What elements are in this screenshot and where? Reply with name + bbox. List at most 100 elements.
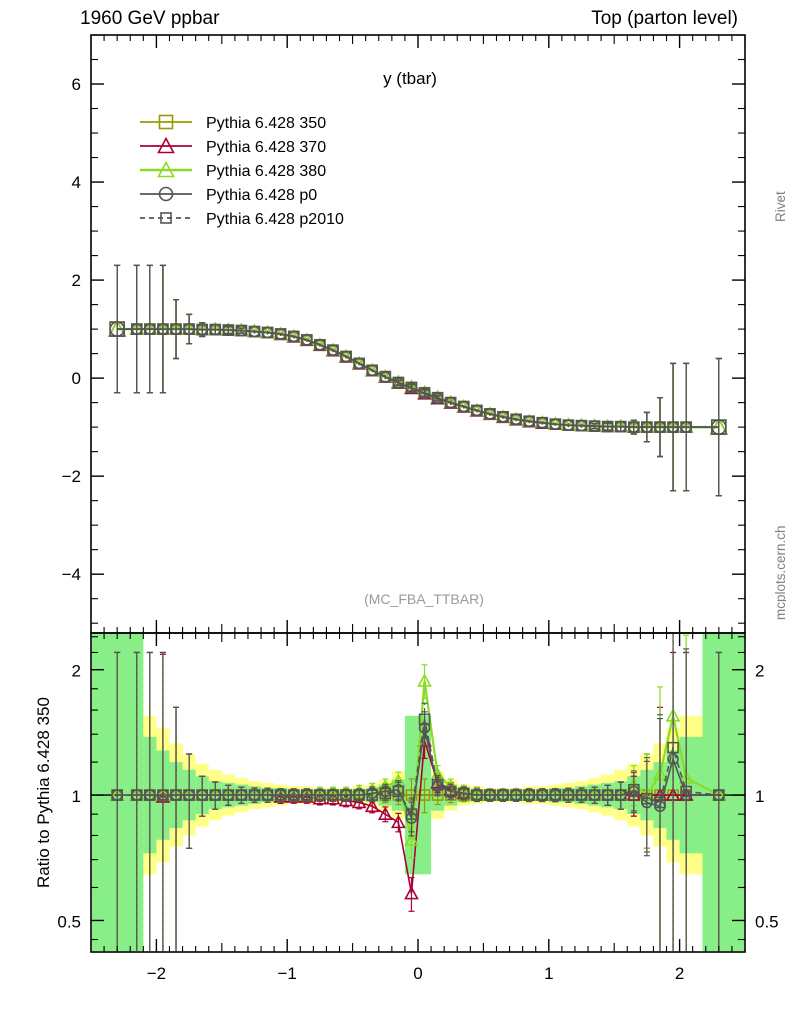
main-y-tick-label: 6 xyxy=(72,75,81,94)
data-marker xyxy=(484,789,496,801)
main-series-4 xyxy=(109,264,727,497)
data-marker xyxy=(523,789,535,801)
data-marker xyxy=(379,787,392,800)
data-marker xyxy=(405,381,418,394)
data-marker xyxy=(601,420,614,433)
data-marker xyxy=(562,789,575,801)
ratio-y-tick-label-right: 2 xyxy=(755,662,764,681)
data-marker xyxy=(144,323,156,335)
data-marker xyxy=(575,419,588,432)
data-marker xyxy=(274,789,287,801)
data-marker xyxy=(641,792,653,805)
data-marker xyxy=(209,789,222,801)
data-marker xyxy=(641,421,653,433)
data-marker xyxy=(111,789,123,801)
data-marker xyxy=(484,408,496,420)
data-marker xyxy=(588,420,601,432)
data-marker xyxy=(196,789,208,801)
data-marker xyxy=(431,778,444,791)
main-plot-title: y (tbar) xyxy=(383,69,437,88)
data-marker xyxy=(287,789,300,801)
data-marker xyxy=(497,789,509,801)
ratio-y-tick-label: 1 xyxy=(72,787,81,806)
data-marker xyxy=(353,789,365,801)
data-marker xyxy=(287,330,300,343)
data-marker xyxy=(575,789,588,801)
data-marker xyxy=(366,789,379,801)
data-marker xyxy=(444,785,457,798)
legend-entry-3: Pythia 6.428 p0 xyxy=(140,186,317,204)
data-marker xyxy=(628,783,640,796)
data-marker xyxy=(377,806,393,820)
legend-label: Pythia 6.428 370 xyxy=(206,139,326,156)
data-marker xyxy=(713,789,725,801)
analysis-watermark: (MC_FBA_TTBAR) xyxy=(364,591,484,607)
data-marker xyxy=(261,326,274,339)
data-marker xyxy=(471,789,483,801)
data-marker xyxy=(209,323,222,336)
data-marker xyxy=(364,798,380,813)
main-series-layer xyxy=(107,264,729,497)
data-marker xyxy=(170,323,182,335)
data-marker xyxy=(158,186,174,202)
data-marker xyxy=(130,323,143,335)
ratio-y-tick-label-right: 0.5 xyxy=(755,912,779,931)
series-line xyxy=(117,328,719,428)
data-marker xyxy=(510,413,522,426)
data-marker xyxy=(248,789,261,801)
main-y-tick-label: 0 xyxy=(72,369,81,388)
data-marker xyxy=(261,789,274,801)
data-marker xyxy=(366,364,379,377)
data-marker xyxy=(417,673,432,687)
legend-entry-2: Pythia 6.428 380 xyxy=(140,160,326,180)
series-line xyxy=(117,328,719,428)
data-marker xyxy=(497,411,509,423)
data-marker xyxy=(301,334,313,346)
main-series-1 xyxy=(107,264,729,497)
ratio-y-tick-label-right: 1 xyxy=(755,787,764,806)
data-marker xyxy=(471,404,483,417)
data-marker xyxy=(667,741,679,754)
data-marker xyxy=(536,416,549,429)
data-marker xyxy=(379,370,392,383)
series-line xyxy=(117,328,719,428)
main-series-2 xyxy=(107,264,729,497)
data-marker xyxy=(222,324,235,336)
data-marker xyxy=(235,324,248,337)
ratio-x-tick-label: 0 xyxy=(413,964,422,983)
data-marker xyxy=(248,325,261,338)
ratio-y-tick-label: 0.5 xyxy=(57,912,81,931)
main-y-tick-label: 4 xyxy=(72,173,81,192)
data-marker xyxy=(183,323,195,335)
data-marker xyxy=(405,789,418,801)
data-marker xyxy=(457,400,470,413)
legend-label: Pythia 6.428 p0 xyxy=(206,187,317,204)
data-marker xyxy=(144,789,156,801)
data-marker xyxy=(654,796,666,809)
legend-label: Pythia 6.428 p2010 xyxy=(206,211,344,228)
data-marker xyxy=(680,421,692,433)
data-marker xyxy=(523,415,535,428)
data-marker xyxy=(314,789,326,801)
data-marker xyxy=(222,789,235,801)
data-marker xyxy=(353,357,365,370)
data-marker xyxy=(680,785,692,798)
data-marker xyxy=(405,808,418,820)
data-marker xyxy=(301,789,313,801)
legend-label: Pythia 6.428 380 xyxy=(206,163,326,180)
data-marker xyxy=(404,832,419,846)
data-marker xyxy=(628,421,640,433)
data-marker xyxy=(157,789,169,801)
main-y-tick-label: −2 xyxy=(62,467,81,486)
data-marker xyxy=(614,420,627,433)
legend-entry-1: Pythia 6.428 370 xyxy=(140,136,326,156)
header-left-label: 1960 GeV ppbar xyxy=(80,8,220,29)
data-marker xyxy=(340,789,352,801)
data-marker xyxy=(327,344,339,356)
legend-entry-0: Pythia 6.428 350 xyxy=(140,114,326,132)
main-series-3 xyxy=(109,264,727,497)
data-marker xyxy=(549,789,562,801)
data-marker xyxy=(158,114,174,130)
data-marker xyxy=(130,789,143,801)
